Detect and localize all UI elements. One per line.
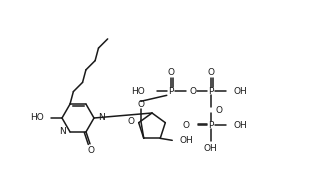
- Text: OH: OH: [204, 144, 218, 153]
- Text: N: N: [98, 114, 105, 122]
- Text: OH: OH: [179, 136, 193, 145]
- Text: P: P: [208, 121, 213, 130]
- Text: O: O: [137, 100, 144, 109]
- Text: O: O: [216, 106, 223, 115]
- Text: O: O: [183, 121, 190, 130]
- Text: N: N: [59, 127, 66, 136]
- Text: O: O: [88, 146, 95, 155]
- Text: HO: HO: [131, 87, 145, 96]
- Text: O: O: [167, 68, 174, 77]
- Text: O: O: [207, 68, 214, 77]
- Text: HO: HO: [30, 114, 44, 122]
- Text: P: P: [208, 87, 213, 96]
- Text: P: P: [168, 87, 173, 96]
- Text: O: O: [189, 87, 196, 96]
- Text: O: O: [128, 117, 135, 126]
- Text: OH: OH: [234, 121, 248, 130]
- Text: OH: OH: [234, 87, 248, 96]
